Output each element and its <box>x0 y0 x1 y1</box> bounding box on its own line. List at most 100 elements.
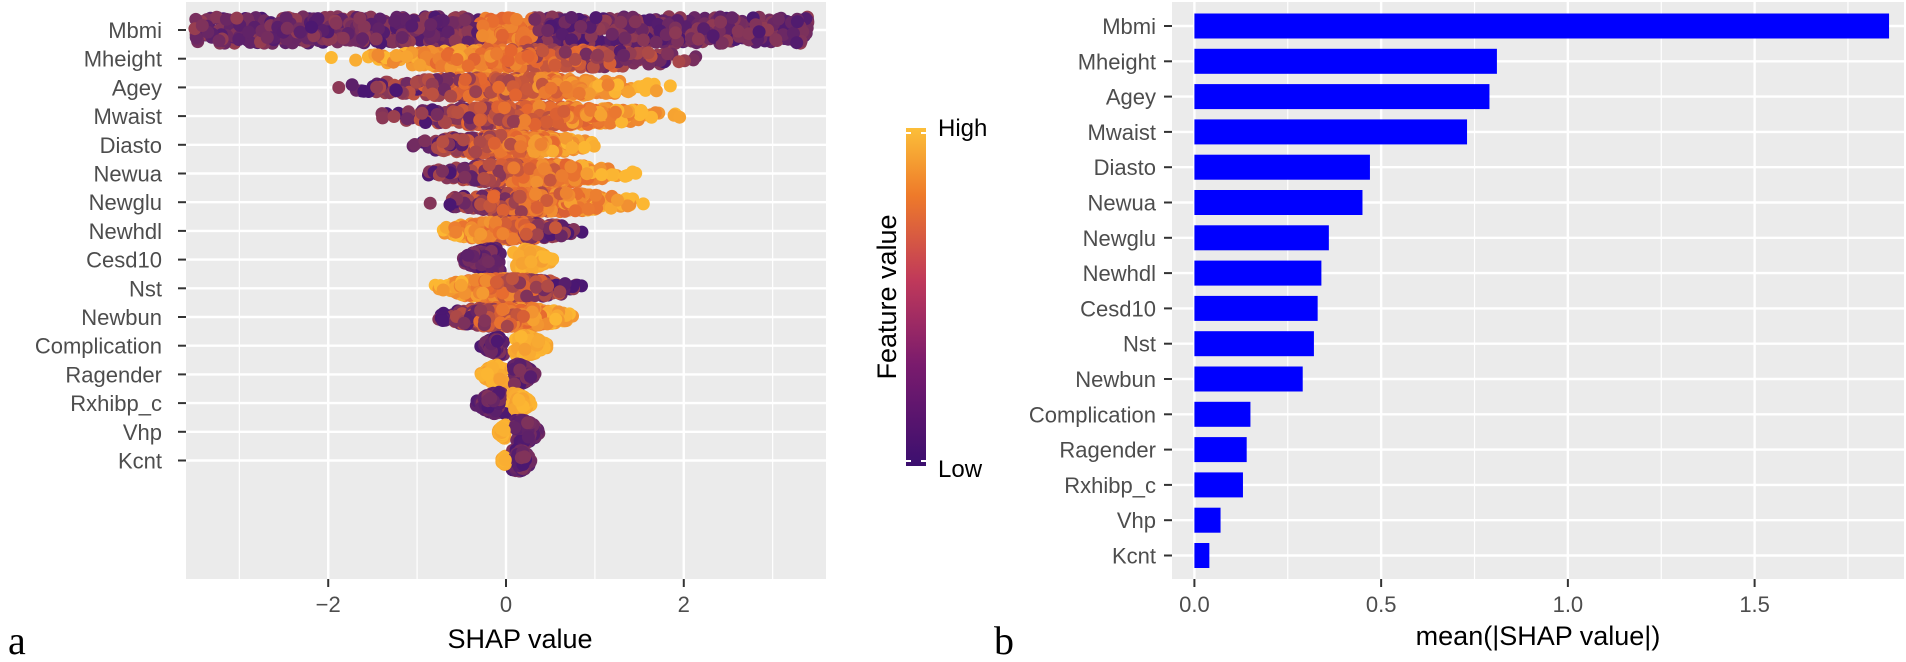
shap-point <box>790 36 804 50</box>
shap-point <box>324 51 338 64</box>
shap-point <box>697 22 711 36</box>
shap-point <box>232 33 246 46</box>
shap-point <box>564 11 578 24</box>
shap-point <box>487 136 501 150</box>
shap-point <box>418 134 432 148</box>
shap-point <box>534 138 548 151</box>
shap-point <box>641 46 655 60</box>
shap-point <box>496 227 510 241</box>
shap-point <box>474 227 488 241</box>
shap-point <box>577 141 591 154</box>
shap-point <box>715 36 729 50</box>
shap-point <box>369 32 383 46</box>
beeswarm-points <box>188 10 815 478</box>
shap-point <box>329 16 343 30</box>
shap-point <box>260 31 274 44</box>
shap-summary-panel: MbmiMheightAgeyMwaistDiastoNewuaNewgluNe… <box>8 2 826 662</box>
shap-point <box>243 35 257 49</box>
shap-point <box>336 31 350 45</box>
shap-point <box>477 172 491 185</box>
shap-point <box>661 47 674 61</box>
shap-point <box>372 22 385 36</box>
shap-point <box>305 20 318 34</box>
shap-point <box>212 34 226 48</box>
shap-point <box>280 21 294 35</box>
shap-point <box>353 11 367 25</box>
shap-point <box>555 169 569 183</box>
shap-point <box>530 201 544 214</box>
shap-point <box>618 31 632 45</box>
shap-point <box>559 186 573 200</box>
shap-point <box>371 48 385 62</box>
shap-point <box>580 167 594 181</box>
shap-point <box>649 35 663 49</box>
shap-point <box>514 140 528 154</box>
shap-point <box>461 24 475 38</box>
shap-point <box>519 227 533 241</box>
shap-point <box>636 197 650 211</box>
shap-point <box>529 187 542 201</box>
shap-point <box>507 161 521 175</box>
shap-point <box>673 110 687 124</box>
shap-point <box>370 80 384 94</box>
shap-point <box>492 80 506 94</box>
shap-point <box>706 29 720 43</box>
shap-point <box>731 24 745 38</box>
shap-point <box>436 164 449 178</box>
shap-point <box>496 203 510 217</box>
shap-point <box>497 101 511 115</box>
shap-point <box>449 225 463 239</box>
shap-point <box>458 72 472 86</box>
shap-point <box>443 198 457 212</box>
shap-point <box>415 106 429 120</box>
shap-point <box>663 79 677 93</box>
shap-point <box>568 204 582 218</box>
shap-point <box>389 84 403 98</box>
shap-point <box>601 78 615 92</box>
shap-point <box>490 47 504 61</box>
shap-point <box>557 104 571 118</box>
shap-point <box>293 25 307 39</box>
shap-point <box>388 14 402 28</box>
shap-point <box>541 24 555 37</box>
shap-point <box>714 15 728 29</box>
shap-point <box>565 33 578 47</box>
shap-point <box>349 53 363 67</box>
shap-point <box>476 29 489 43</box>
shap-point <box>537 162 551 176</box>
shap-point <box>458 170 472 184</box>
shap-point <box>559 80 573 94</box>
shap-point <box>413 58 427 72</box>
shap-point <box>565 141 579 155</box>
shap-point <box>506 115 520 128</box>
shap-point <box>752 25 766 39</box>
shap-point <box>636 79 650 93</box>
shap-point <box>614 15 628 29</box>
shap-point <box>790 15 804 29</box>
shap-point <box>356 32 369 46</box>
shap-point <box>456 133 470 147</box>
shap-point <box>426 87 439 101</box>
shap-point <box>444 89 458 103</box>
shap-point <box>628 15 642 29</box>
shap-point <box>634 104 648 118</box>
shap-point <box>583 20 597 34</box>
beeswarm-row-mbmi <box>188 10 815 50</box>
shap-point <box>219 12 233 26</box>
shap-point <box>611 193 624 207</box>
shap-point <box>621 85 635 99</box>
shap-point <box>769 33 783 47</box>
shap-point <box>195 19 209 32</box>
shap-point <box>400 112 414 126</box>
shap-point <box>509 88 523 102</box>
shap-point <box>629 166 643 180</box>
shap-point <box>451 106 465 119</box>
shap-point <box>400 50 414 64</box>
shap-point <box>594 108 608 122</box>
shap-point <box>549 221 562 235</box>
shap-point <box>210 10 224 24</box>
shap-point <box>487 190 500 204</box>
shap-point <box>636 33 650 47</box>
shap-point <box>332 81 346 94</box>
shap-point <box>441 25 455 39</box>
